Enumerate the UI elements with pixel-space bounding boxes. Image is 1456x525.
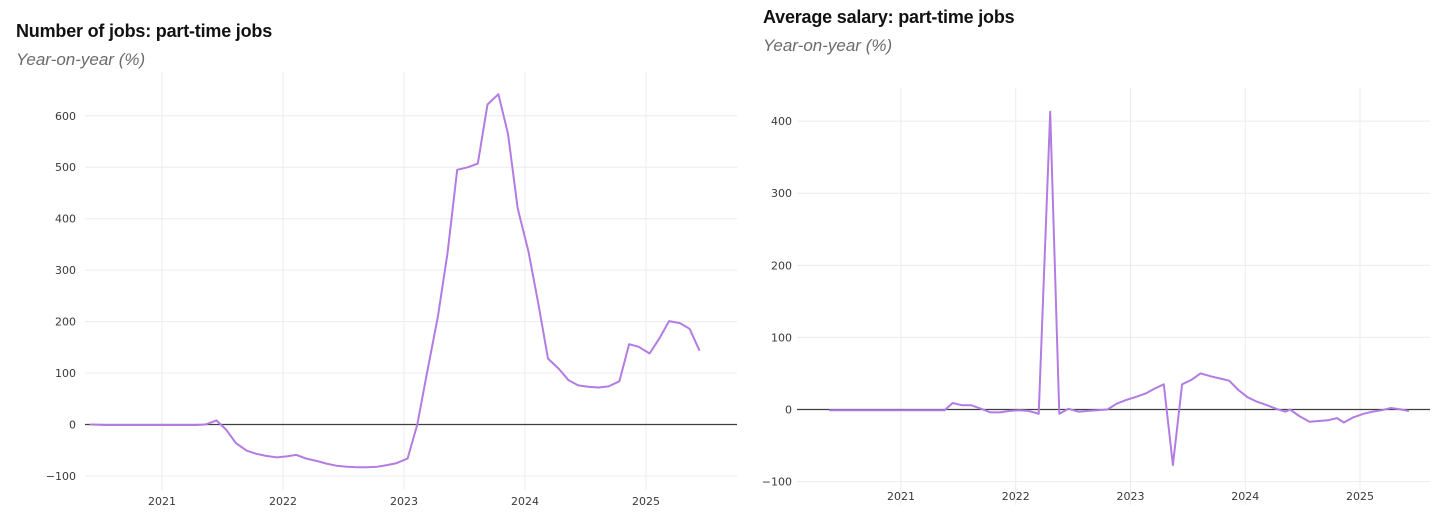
x-tick-label: 2025: [632, 495, 660, 508]
y-tick-label: 100: [771, 331, 792, 344]
y-tick-label: 300: [55, 264, 76, 277]
jobs-series-line: [89, 93, 701, 469]
x-tick-label: 2021: [148, 495, 176, 508]
y-tick-label: −100: [46, 470, 76, 483]
x-tick-label: 2022: [269, 495, 297, 508]
y-tick-label: 200: [771, 259, 792, 272]
jobs-chart-subtitle: Year-on-year (%): [16, 50, 146, 69]
y-tick-label: 100: [55, 367, 76, 380]
y-tick-label: −100: [762, 476, 792, 489]
x-tick-label: 2022: [1002, 490, 1030, 503]
y-tick-label: 400: [771, 115, 792, 128]
jobs-tick-labels: 600 500 400 300 200 100 0 −100 2021 2022 2023 2024 2…: [46, 110, 660, 508]
x-tick-label: 2023: [1116, 490, 1144, 503]
x-tick-label: 2024: [1231, 490, 1259, 503]
y-tick-label: 200: [55, 316, 76, 329]
y-tick-label: 400: [55, 213, 76, 226]
y-tick-label: 300: [771, 187, 792, 200]
x-tick-label: 2024: [511, 495, 539, 508]
salary-tick-labels: 400 300 200 100 0 −100 2021 2022 2023 2024 2025: [762, 115, 1374, 503]
salary-chart-subtitle: Year-on-year (%): [763, 36, 893, 55]
salary-gridlines: [797, 88, 1430, 505]
salary-series-line: [828, 110, 1410, 466]
y-tick-label: 600: [55, 110, 76, 123]
y-tick-label: 0: [69, 419, 76, 432]
jobs-chart: 600 500 400 300 200 100 0 −100 2021 2022 2023 2024 2…: [46, 72, 737, 508]
x-tick-label: 2025: [1346, 490, 1374, 503]
x-tick-label: 2023: [390, 495, 418, 508]
salary-chart: 400 300 200 100 0 −100 2021 2022 2023 2024 2025: [762, 88, 1430, 505]
jobs-gridlines: [85, 72, 737, 490]
y-tick-label: 0: [785, 403, 792, 416]
y-tick-label: 500: [55, 161, 76, 174]
jobs-chart-title: Number of jobs: part-time jobs: [16, 21, 273, 41]
x-tick-label: 2021: [887, 490, 915, 503]
salary-chart-title: Average salary: part-time jobs: [763, 7, 1015, 27]
